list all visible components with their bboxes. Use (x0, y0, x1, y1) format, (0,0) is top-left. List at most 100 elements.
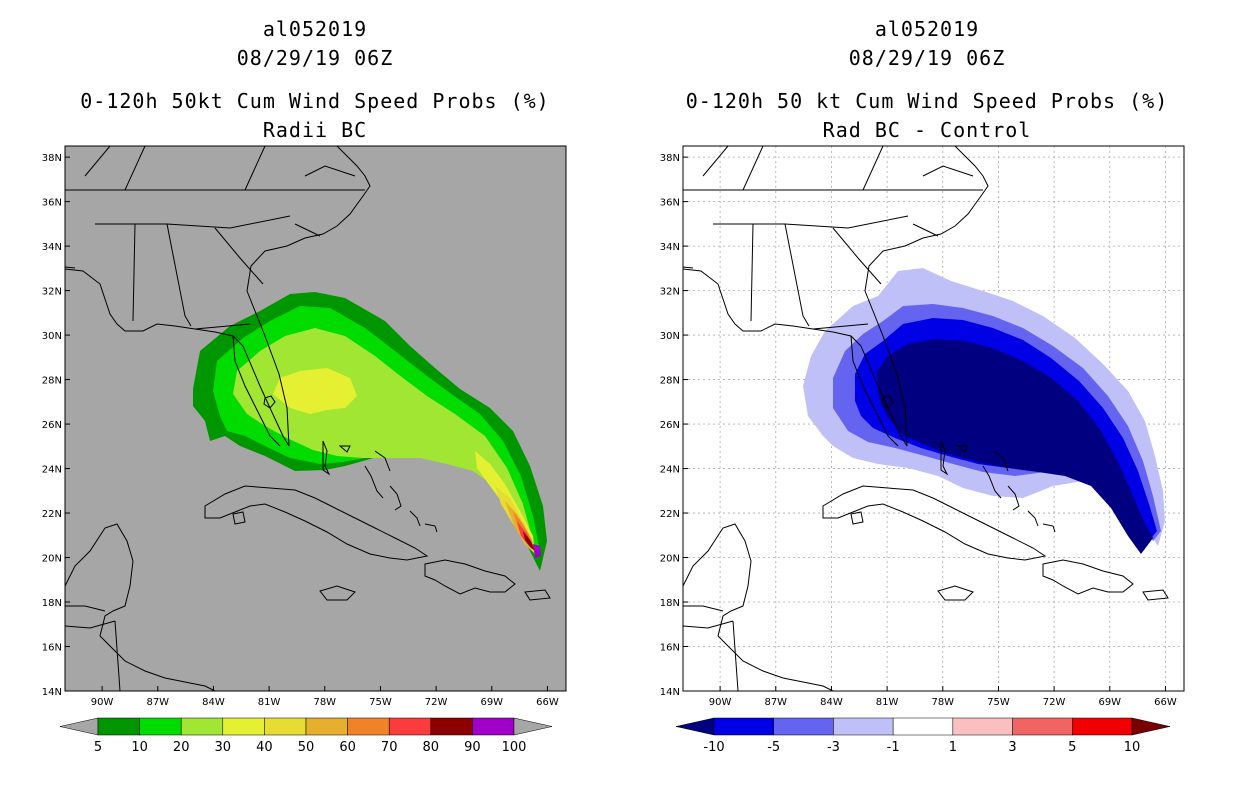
right-colorbar: -10 -5 -3 -1 1 3 5 10 (675, 717, 1171, 755)
lat-label: 22N (660, 509, 680, 520)
lat-label: 34N (660, 242, 680, 253)
left-map-frame (64, 145, 567, 692)
diff-contour-darkest (877, 339, 1153, 554)
lat-label: 38N (42, 153, 62, 164)
lon-label: 72W (425, 697, 448, 708)
lat-label: 38N (660, 153, 680, 164)
colorbar-swatch (139, 717, 182, 736)
colorbar-swatch (347, 717, 390, 736)
colorbar-label: 60 (339, 740, 356, 755)
lat-label: 34N (42, 242, 62, 253)
colorbar-label: 20 (173, 740, 190, 755)
colorbar-swatch (97, 717, 140, 736)
colorbar-label: 3 (1008, 740, 1016, 755)
left-map-panel: 38N36N34N32N30N28N26N24N22N20N18N16N14N … (42, 145, 567, 708)
colorbar-swatch (472, 717, 515, 736)
left-lat-axis: 38N 36N 34N 32N 30N 28N 26N 24N 22N 20N 18N 16N 14N (42, 153, 70, 698)
lon-label: 75W (369, 697, 392, 708)
colorbar-label: -10 (703, 740, 724, 755)
lat-label: 28N (660, 376, 680, 387)
lon-label: 90W (91, 697, 114, 708)
lon-label: 78W (931, 697, 954, 708)
right-lon-axis: 90W 87W 84W 81W 78W 75W 72W 69W 66W (709, 686, 1177, 708)
lat-label: 24N (660, 465, 680, 476)
right-map-frame (682, 145, 1185, 692)
lat-label: 16N (42, 643, 62, 654)
left-product-title: 0-120h 50kt Cum Wind Speed Probs (%) (80, 89, 550, 113)
colorbar-swatch (1012, 717, 1073, 736)
colorbar-swatch (430, 717, 473, 736)
contour-80 (523, 531, 535, 551)
left-lon-axis: 90W 87W 84W 81W 78W 75W 72W 69W 66W (91, 686, 559, 708)
lon-label: 75W (987, 697, 1010, 708)
right-storm-id: al052019 (874, 17, 980, 41)
lon-label: 84W (820, 697, 843, 708)
colorbar-label: 40 (256, 740, 273, 755)
colorbar-swatch (892, 717, 954, 736)
left-storm-id: al052019 (262, 17, 368, 41)
colorbar-swatch (773, 717, 834, 736)
right-difference-contours (683, 146, 1169, 691)
lon-label: 84W (202, 697, 225, 708)
colorbar-swatch (952, 717, 1013, 736)
colorbar-below-arrow (675, 717, 715, 736)
colorbar-swatch (264, 717, 307, 736)
colorbar-label: 70 (381, 740, 398, 755)
colorbar-label: 50 (298, 740, 315, 755)
lon-label: 81W (876, 697, 899, 708)
colorbar-label: 1 (949, 740, 957, 755)
lat-label: 36N (42, 198, 62, 209)
colorbar-label: 30 (215, 740, 232, 755)
lat-label: 30N (660, 331, 680, 342)
right-map-panel: 38N36N34N32N30N28N26N24N22N20N18N16N14N … (660, 145, 1185, 708)
colorbar-swatch (713, 717, 774, 736)
lat-label: 32N (42, 287, 62, 298)
lat-label: 14N (42, 687, 62, 698)
colorbar-label: 100 (502, 740, 527, 755)
lon-label: 81W (258, 697, 281, 708)
lat-label: 26N (660, 420, 680, 431)
lat-label: 20N (660, 554, 680, 565)
lon-label: 72W (1043, 697, 1066, 708)
left-subtitle: Radii BC (262, 118, 368, 142)
lat-label: 28N (42, 376, 62, 387)
left-probability-contours (65, 146, 551, 691)
lat-label: 20N (42, 554, 62, 565)
lat-label: 18N (42, 598, 62, 609)
colorbar-label: 80 (423, 740, 440, 755)
colorbar-swatch (1072, 717, 1133, 736)
lon-label: 66W (1154, 697, 1177, 708)
colorbar-below-arrow (59, 717, 99, 736)
contour-30 (273, 368, 357, 414)
lat-label: 22N (42, 509, 62, 520)
lon-label: 69W (1098, 697, 1121, 708)
lon-label: 78W (313, 697, 336, 708)
colorbar-above-arrow (1131, 717, 1171, 736)
lat-label: 26N (42, 420, 62, 431)
lat-label: 32N (660, 287, 680, 298)
colorbar-swatch (305, 717, 348, 736)
colorbar-swatch (222, 717, 265, 736)
lat-label: 24N (42, 465, 62, 476)
colorbar-label: 10 (131, 740, 148, 755)
colorbar-above-arrow (513, 717, 553, 736)
right-lat-axis: 38N 36N 34N 32N 30N 28N 26N 24N 22N 20N 18N 16N 14N (660, 153, 688, 698)
colorbar-swatch (388, 717, 432, 736)
colorbar-label: -5 (767, 740, 780, 755)
right-subtitle: Rad BC - Control (822, 118, 1032, 142)
lat-label: 30N (42, 331, 62, 342)
lon-label: 87W (764, 697, 787, 708)
right-title-block: al052019 08/29/19 06Z 0-120h 50 kt Cum W… (672, 15, 1182, 145)
left-colorbar: 5 10 20 30 40 50 60 70 80 90 100 (59, 717, 553, 755)
lat-label: 16N (660, 643, 680, 654)
lon-label: 66W (536, 697, 559, 708)
lat-label: 18N (660, 598, 680, 609)
left-title-block: al052019 08/29/19 06Z 0-120h 50kt Cum Wi… (60, 15, 570, 145)
colorbar-label: -1 (887, 740, 900, 755)
colorbar-label: 10 (1124, 740, 1141, 755)
contour-90 (533, 544, 541, 558)
colorbar-swatch (833, 717, 894, 736)
lat-label: 36N (660, 198, 680, 209)
lon-label: 69W (480, 697, 503, 708)
